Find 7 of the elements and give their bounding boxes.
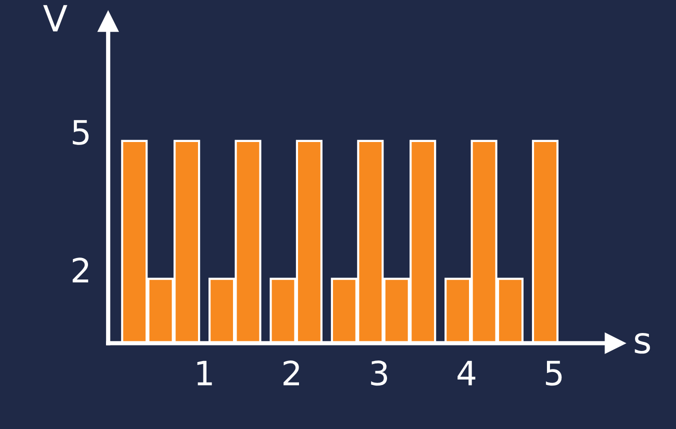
y-axis-title: V: [43, 5, 68, 32]
x-tick-label: 5: [546, 360, 562, 386]
x-axis-title: s: [634, 332, 650, 354]
x-tick-label: 2: [284, 360, 299, 386]
x-tick-label: 1: [197, 360, 212, 386]
x-tick-label: 4: [458, 360, 476, 386]
x-tick-label: 3: [371, 360, 388, 386]
